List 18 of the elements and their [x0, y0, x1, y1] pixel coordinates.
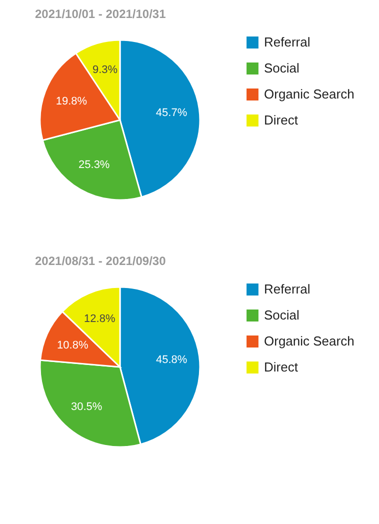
legend-label: Social	[264, 60, 300, 76]
chart-title: 2021/10/01 - 2021/10/31	[35, 7, 166, 21]
legend-label: Referral	[264, 282, 310, 296]
data-label: 10.8%	[57, 340, 88, 352]
data-label: 45.7%	[156, 106, 188, 119]
legend-label: Direct	[264, 360, 298, 374]
legend-label: Direct	[264, 112, 298, 128]
data-label: 45.8%	[156, 354, 188, 366]
legend-label: Referral	[264, 34, 310, 50]
data-label: 25.3%	[78, 159, 110, 172]
data-label: 30.5%	[70, 400, 102, 413]
legend-label: Social	[264, 308, 300, 322]
legend-label: Organic Search	[264, 86, 354, 102]
data-label: 9.3%	[92, 64, 118, 76]
data-label: 19.8%	[56, 95, 88, 108]
legend-label: Organic Search	[264, 334, 354, 348]
chart-title: 2021/08/31 - 2021/09/30	[35, 254, 166, 268]
data-label: 12.8%	[84, 313, 116, 326]
